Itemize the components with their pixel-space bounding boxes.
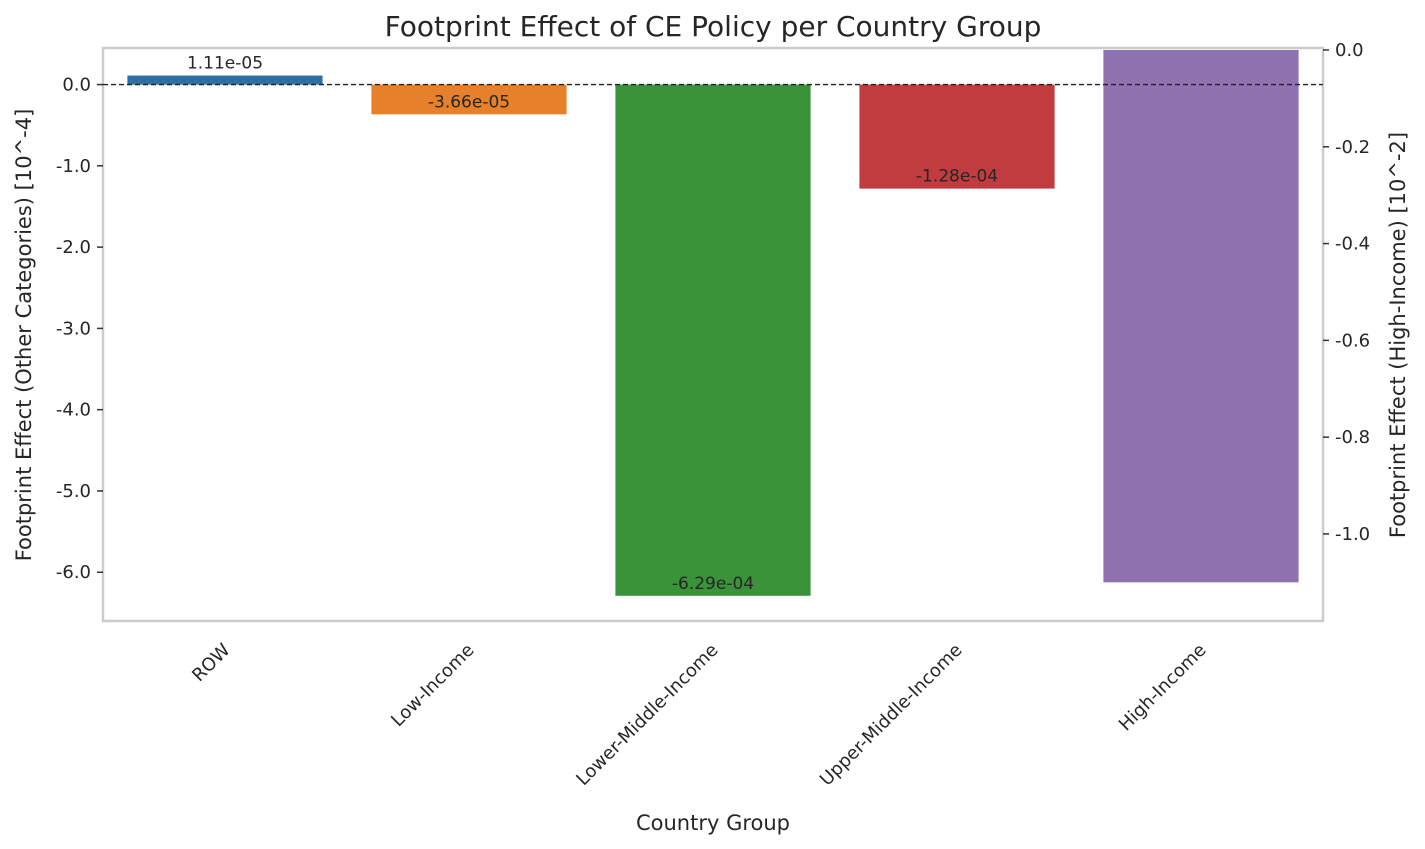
bar-high-income [1103,50,1299,583]
left-tick-label: -5.0 [56,481,91,502]
left-y-axis-ticks: 0.0 -1.0 -2.0 -3.0 -4.0 -5.0 -6.0 [56,75,103,583]
bar-low-income [371,84,567,115]
data-label-upper-middle-income: -1.28e-04 [916,167,998,187]
right-tick-label: -0.2 [1335,137,1370,158]
x-tick-label: ROW [188,640,234,686]
right-tick-label: -0.4 [1335,234,1370,255]
right-tick-label: -0.8 [1335,427,1370,448]
left-tick-label: -2.0 [56,237,91,258]
plot-frame [101,46,1325,623]
data-label-row: 1.11e-05 [187,54,263,74]
x-tick-label: High-Income [1115,640,1211,736]
x-tick-label: Lower-Middle-Income [572,640,722,790]
x-axis-label: Country Group [636,811,790,835]
data-labels-group: 1.11e-05 -3.66e-05 -6.29e-04 -1.28e-04 [187,54,998,594]
x-tick-label: Upper-Middle-Income [816,640,967,791]
data-label-lower-middle-income: -6.29e-04 [672,574,754,594]
right-y-axis-ticks: 0.0 -0.2 -0.4 -0.6 -0.8 -1.0 [1323,40,1370,545]
bars-group [127,50,1299,596]
left-tick-label: -1.0 [56,156,91,177]
right-tick-label: -0.6 [1335,330,1370,351]
chart-title: Footprint Effect of CE Policy per Countr… [385,10,1042,43]
bar-lower-middle-income [615,84,811,596]
left-tick-label: -3.0 [56,318,91,339]
right-tick-label: 0.0 [1335,40,1364,61]
bar-upper-middle-income [859,84,1055,189]
left-tick-label: 0.0 [62,75,91,96]
left-tick-label: -4.0 [56,400,91,421]
left-y-axis-label: Footprint Effect (Other Categories) [10^… [12,109,36,562]
x-axis-ticks: ROW Low-Income Lower-Middle-Income Upper-Mi… [188,640,1210,791]
right-y-axis-label: Footprint Effect (High-Income) [10^-2] [1386,132,1410,538]
left-tick-label: -6.0 [56,562,91,583]
right-tick-label: -1.0 [1335,524,1370,545]
x-tick-label: Low-Income [387,640,478,731]
bar-row [127,75,323,85]
data-label-low-income: -3.66e-05 [428,92,510,112]
